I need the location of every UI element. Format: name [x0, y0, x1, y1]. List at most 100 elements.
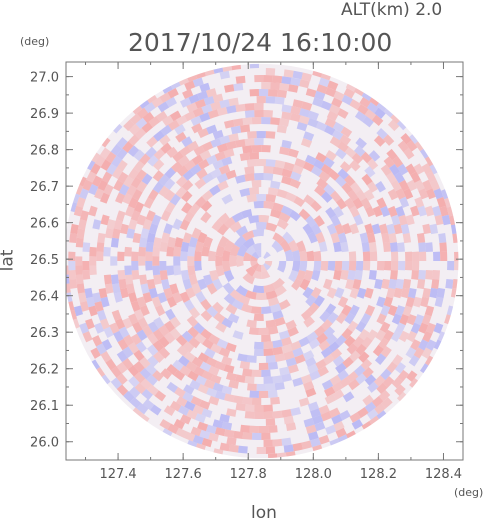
radar-cell [265, 319, 277, 328]
radar-cell [172, 151, 184, 163]
radar-cell [116, 148, 128, 160]
radar-cell [396, 120, 407, 131]
radar-cell [288, 239, 299, 252]
radar-cell [186, 315, 199, 328]
radar-cell [258, 89, 269, 97]
radar-cell [346, 371, 359, 383]
radar-cell [126, 228, 136, 239]
radar-cell [183, 210, 195, 223]
radar-cell [380, 205, 391, 218]
radar-cell [432, 205, 442, 217]
radar-cell [167, 87, 179, 99]
radar-cell [223, 293, 236, 306]
radar-cell [310, 223, 322, 235]
radar-cell [420, 296, 430, 308]
radar-cell [303, 269, 314, 282]
radar-cell [167, 423, 179, 435]
radar-cell [348, 261, 357, 271]
radar-cell [330, 348, 343, 360]
radar-cell [368, 241, 377, 252]
radar-cell [298, 336, 311, 348]
radar-cell [331, 97, 343, 108]
radar-cell [252, 243, 262, 252]
radar-cell [128, 292, 138, 303]
radar-cell [244, 138, 255, 147]
radar-cell [355, 261, 364, 271]
radar-cell [199, 399, 211, 410]
radar-cell [337, 232, 348, 244]
radar-cell [222, 250, 231, 261]
radar-cell [333, 420, 345, 432]
radar-cell [69, 233, 78, 244]
radar-cell [201, 104, 213, 114]
radar-cell [191, 282, 202, 295]
radar-cell [181, 179, 194, 192]
radar-cell [208, 334, 220, 345]
radar-cell [194, 241, 204, 253]
radar-cell [150, 404, 162, 416]
radar-cell [224, 84, 235, 93]
radar-cell [184, 80, 196, 91]
radar-cell [345, 430, 356, 439]
radar-cell [194, 98, 206, 109]
radar-cell [130, 210, 141, 222]
radar-cell [397, 369, 409, 382]
radar-cell [210, 343, 222, 354]
radar-cell [278, 212, 291, 223]
radar-cell [164, 201, 176, 214]
radar-cell [438, 233, 447, 244]
radar-cell [313, 250, 322, 261]
radar-cell [314, 325, 326, 337]
radar-cell [325, 424, 337, 435]
radar-cell [151, 296, 162, 308]
radar-cell [265, 159, 276, 167]
radar-cell [342, 356, 354, 369]
radar-cell [352, 336, 365, 348]
radar-cell [128, 219, 138, 230]
radar-cell [374, 278, 383, 290]
radar-cell [391, 313, 402, 325]
radar-cell [182, 232, 193, 244]
radar-cell [410, 205, 420, 217]
radar-cell [166, 364, 178, 376]
radar-cell [233, 118, 244, 127]
radar-cell [380, 346, 392, 358]
radar-cell [158, 336, 170, 348]
radar-cell [349, 223, 360, 235]
radar-cell [288, 270, 299, 283]
radar-cell [285, 451, 296, 457]
radar-cell [329, 407, 341, 418]
radar-cell [212, 129, 224, 140]
radar-cell [215, 255, 223, 267]
radar-cell [175, 131, 187, 143]
radar-cell [450, 224, 457, 235]
radar-cell [376, 313, 387, 325]
radar-cell [199, 361, 212, 372]
radar-cell [347, 189, 359, 202]
radar-cell [360, 358, 373, 371]
radar-cell [131, 269, 140, 280]
radar-cell [100, 296, 110, 308]
radar-cell [359, 97, 371, 108]
radar-cell [372, 205, 383, 218]
radar-cell [140, 283, 150, 294]
radar-cell [91, 359, 100, 370]
radar-cell [153, 130, 165, 142]
radar-cell [135, 169, 147, 181]
radar-cell [287, 326, 299, 337]
radar-cell [341, 261, 350, 271]
radar-cell [251, 369, 262, 377]
radar-cell [105, 228, 114, 239]
radar-cell [300, 309, 313, 321]
radar-cell [208, 250, 217, 261]
radar-cell [403, 188, 414, 200]
radar-cell [344, 174, 356, 187]
radar-cell [112, 283, 121, 294]
radar-cell [340, 126, 353, 138]
radar-cell [375, 329, 386, 342]
radar-cell [311, 269, 321, 281]
radar-cell [310, 437, 321, 448]
y-tick-label: 26.8 [30, 144, 59, 159]
radar-cell [239, 152, 250, 162]
radar-cell [325, 333, 338, 346]
